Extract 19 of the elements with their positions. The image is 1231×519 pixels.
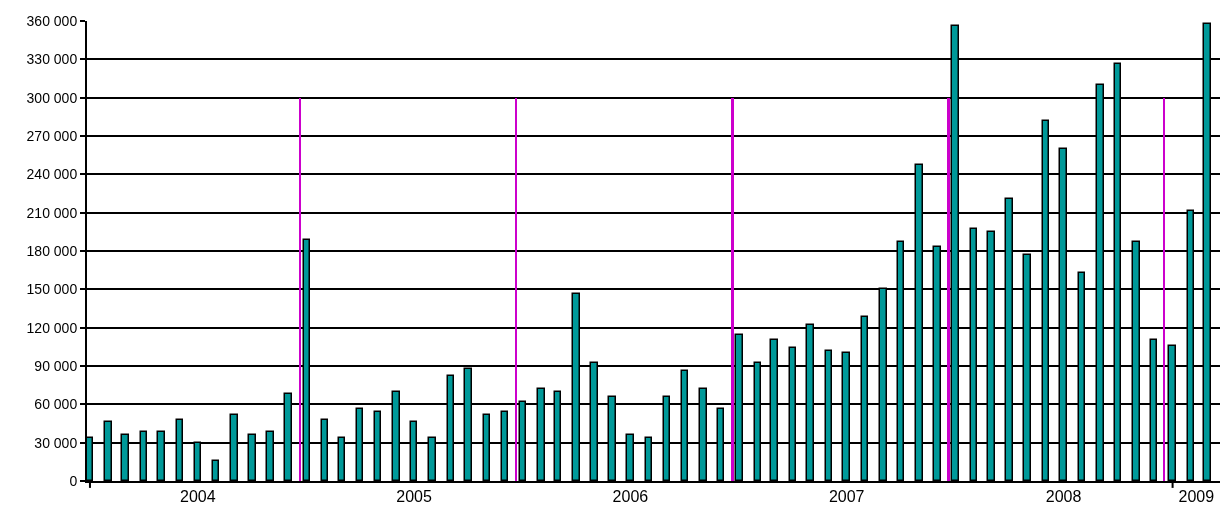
y-tick-label: 240 000 <box>26 166 78 183</box>
x-tick-label: 2008 <box>1045 488 1082 506</box>
y-tick-label: 180 000 <box>26 242 78 259</box>
y-tick-label: 360 000 <box>26 12 78 29</box>
x-tick-label: 2005 <box>396 488 432 506</box>
y-tick-label: 150 000 <box>26 281 78 298</box>
x-tick-label: 2004 <box>180 488 216 506</box>
y-tick-label: 330 000 <box>26 51 78 68</box>
y-tick-label: 30 000 <box>34 434 78 451</box>
y-tick-label: 270 000 <box>26 127 78 144</box>
y-tick-label: 300 000 <box>26 89 78 106</box>
x-tick-label: 2007 <box>828 488 865 506</box>
x-tick-label: 2009 <box>1178 488 1215 506</box>
y-tick-label: 0 <box>69 472 78 489</box>
y-tick-label: 120 000 <box>26 319 78 336</box>
y-tick-label: 60 000 <box>34 396 78 413</box>
x-tick-label: 2006 <box>612 488 649 506</box>
y-tick-label: 210 000 <box>26 204 78 221</box>
y-tick-label: 90 000 <box>34 357 78 374</box>
